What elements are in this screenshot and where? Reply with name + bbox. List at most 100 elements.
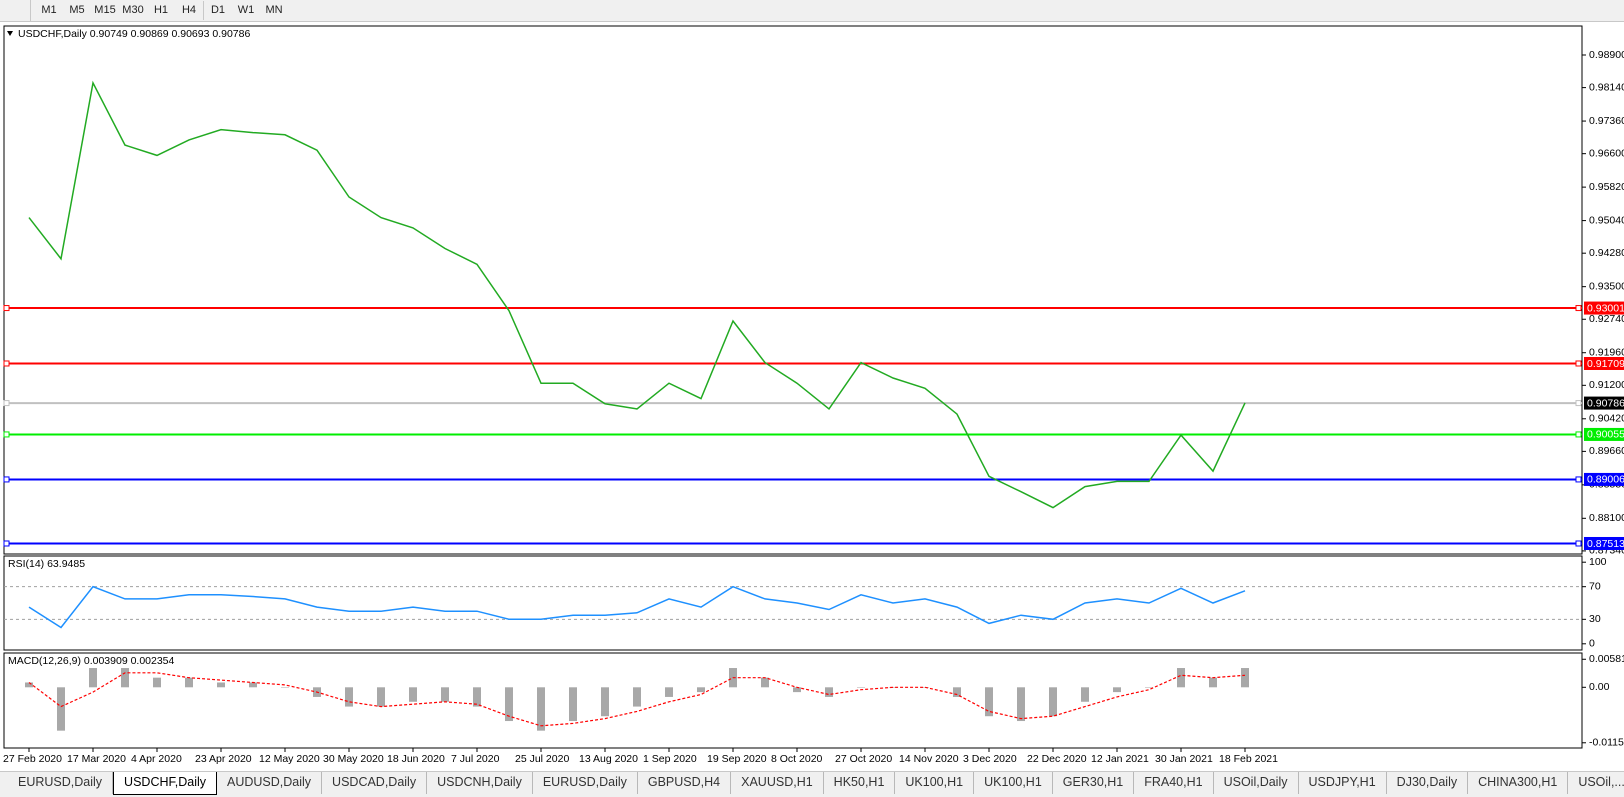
chart-tab[interactable]: USOil,...: [1568, 772, 1624, 794]
timeframe-button[interactable]: H1: [153, 4, 169, 16]
y-tick-label: 0.96600: [1589, 147, 1624, 159]
level-label: 0.89006: [1587, 474, 1624, 486]
chart-tab[interactable]: USOil,Daily: [1214, 772, 1299, 794]
y-tick-label: 0.92740: [1589, 313, 1624, 325]
level-handle: [1575, 400, 1582, 407]
panel-frame: [3, 652, 1583, 749]
x-tick-label: 4 Apr 2020: [131, 753, 182, 765]
price-line: [28, 80, 1246, 509]
histogram-bar: [921, 687, 929, 688]
y-tick-label: 0.88100: [1589, 512, 1624, 524]
timeframe-buttons: M1 M5 M15 M30 H1 H4 D1 W1 MN: [35, 1, 288, 20]
x-tick-label: 1 Sep 2020: [643, 753, 697, 765]
level-handle: [3, 305, 10, 312]
toolbar-icon[interactable]: [0, 0, 31, 21]
level-label-box: [1584, 356, 1624, 370]
x-tick-label: 19 Sep 2020: [707, 753, 767, 765]
histogram-bar: [857, 687, 865, 688]
histogram-bar: [793, 687, 801, 693]
y-tick-label: 0.91960: [1589, 346, 1624, 358]
histogram-bar: [1177, 668, 1185, 688]
timeframe-button[interactable]: M1: [41, 4, 57, 16]
histogram-bar: [1113, 687, 1121, 693]
histogram-bar: [505, 687, 513, 722]
panel-menu-arrow: [7, 31, 13, 36]
x-tick-label: 17 Mar 2020: [67, 753, 126, 765]
timeframe-button[interactable]: M15: [94, 4, 116, 16]
x-tick-label: 13 Aug 2020: [579, 753, 638, 765]
level-handle: [3, 400, 10, 407]
histogram-bar: [633, 687, 641, 707]
level-handle: [1575, 476, 1582, 483]
chart-tab[interactable]: GBPUSD,H4: [638, 772, 732, 794]
histogram-bar: [1241, 668, 1249, 688]
x-tick-label: 14 Nov 2020: [899, 753, 959, 765]
y-tick-label: 0.95040: [1589, 214, 1624, 226]
panel-title: MACD(12,26,9) 0.003909 0.002354: [8, 655, 175, 667]
level-handle: [3, 476, 10, 483]
chart-tab[interactable]: FRA40,H1: [1134, 772, 1214, 794]
y-tick-label: -0.011514: [1589, 737, 1624, 749]
level-label-box: [1584, 472, 1624, 486]
panel-title: USDCHF,Daily 0.90749 0.90869 0.90693 0.9…: [18, 28, 250, 40]
histogram-bar: [985, 687, 993, 717]
chart-tab[interactable]: USDCNH,Daily: [427, 772, 533, 794]
timeframe-button[interactable]: M5: [69, 4, 85, 16]
chart-tab[interactable]: DJ30,Daily: [1387, 772, 1469, 794]
timeframe-button[interactable]: M30: [122, 4, 144, 16]
chart-tab[interactable]: AUDUSD,Daily: [217, 772, 323, 794]
histogram-bar: [1209, 677, 1217, 688]
histogram-bar: [345, 687, 353, 707]
x-tick-label: 12 Jan 2021: [1091, 753, 1149, 765]
timeframe-button[interactable]: D1: [203, 1, 232, 20]
x-tick-label: 18 Jun 2020: [387, 753, 445, 765]
histogram-bar: [665, 687, 673, 697]
histogram-bar: [1145, 687, 1153, 688]
signal-line: [28, 672, 1246, 727]
timeframe-button[interactable]: H4: [181, 4, 197, 16]
histogram-bar: [377, 687, 385, 707]
chart-tab[interactable]: HK50,H1: [824, 772, 896, 794]
histogram-bar: [185, 677, 193, 688]
chart: 0.98900 0.98140 0.97360 0.96600 0.95820 0.950…: [3, 25, 1624, 765]
y-tick-label: 0.00: [1589, 681, 1610, 693]
y-tick-label: 0.90420: [1589, 413, 1624, 425]
toolbar: M1 M5 M15 M30 H1 H4 D1 W1 MN: [0, 0, 1624, 22]
histogram-bar: [697, 687, 705, 693]
level-handle: [1575, 540, 1582, 547]
y-tick-label: 0.95820: [1589, 181, 1624, 193]
chart-tab[interactable]: XAUUSD,H1: [731, 772, 824, 794]
histogram-bar: [601, 687, 609, 717]
level-label: 0.87513: [1587, 538, 1624, 550]
chart-tab[interactable]: EURUSD,Daily: [533, 772, 638, 794]
chart-tab[interactable]: USDJPY,H1: [1299, 772, 1387, 794]
histogram-bar: [569, 687, 577, 722]
chart-tab[interactable]: EURUSD,Daily: [8, 772, 114, 794]
chart-tab[interactable]: UK100,H1: [895, 772, 975, 794]
histogram-bar: [761, 677, 769, 688]
x-tick-label: 30 Jan 2021: [1155, 753, 1213, 765]
panel-title: RSI(14) 63.9485: [8, 558, 85, 570]
y-tick-label: 0.005818: [1589, 653, 1624, 665]
chart-tab[interactable]: GER30,H1: [1053, 772, 1135, 794]
chart-tab[interactable]: UK100,H1: [974, 772, 1053, 794]
x-tick-label: 3 Dec 2020: [963, 753, 1017, 765]
timeframe-button[interactable]: MN: [265, 4, 283, 16]
histogram-bar: [953, 687, 961, 697]
y-tick-label: 0.98900: [1589, 49, 1624, 61]
timeframe-button[interactable]: W1: [237, 4, 255, 16]
y-tick-label: 0.91200: [1589, 379, 1624, 391]
chart-tab[interactable]: CHINA300,H1: [1468, 772, 1569, 794]
chart-tab[interactable]: USDCAD,Daily: [322, 772, 428, 794]
level-label-box: [1584, 301, 1624, 315]
x-tick-label: 12 May 2020: [259, 753, 320, 765]
histogram-bar: [89, 668, 97, 688]
level-handle: [3, 360, 10, 367]
x-tick-label: 18 Feb 2021: [1219, 753, 1278, 765]
chart-tab[interactable]: USDCHF,Daily: [113, 772, 217, 795]
price-line: [28, 585, 1246, 629]
chart-tabs: EURUSD,Daily USDCHF,Daily AUDUSD,Daily USDC…: [0, 771, 1624, 797]
x-tick-label: 8 Oct 2020: [771, 753, 823, 765]
y-tick-label: 0.93500: [1589, 280, 1624, 292]
